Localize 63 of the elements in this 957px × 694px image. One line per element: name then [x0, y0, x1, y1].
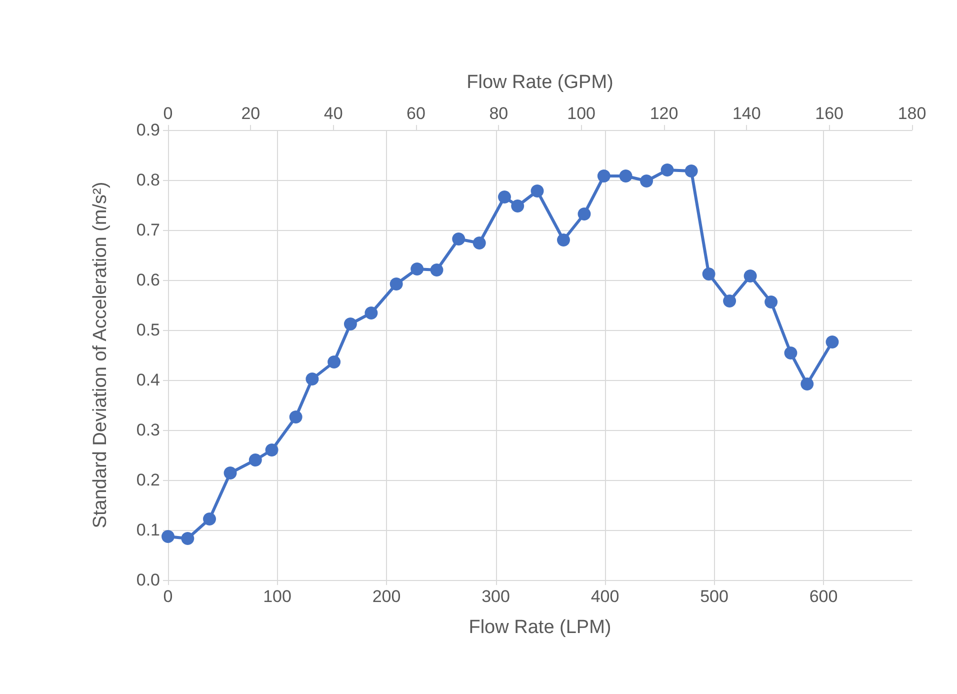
y-axis-title: Standard Deviation of Acceleration (m/s²): [90, 182, 111, 528]
x-tick-label: 100: [263, 587, 292, 606]
point: [764, 296, 778, 308]
x2-tick-label: 20: [241, 104, 260, 123]
x2-tick-label: 0: [163, 104, 173, 123]
y-tick-label: 0.6: [136, 270, 160, 290]
point: [744, 270, 757, 282]
y-tick-label: 0.8: [136, 170, 160, 190]
point: [364, 306, 378, 320]
y-tick-label: 0.4: [136, 370, 160, 390]
point: [800, 378, 814, 390]
x2-tick-label: 180: [898, 104, 926, 123]
x-tick-label: 400: [590, 587, 620, 606]
x2-tick-label: 40: [324, 104, 343, 123]
point: [328, 356, 341, 368]
point: [430, 264, 444, 276]
point: [530, 184, 544, 198]
x2-tick-label: 60: [406, 104, 426, 123]
point: [390, 278, 403, 290]
point: [826, 336, 839, 348]
point: [306, 372, 319, 386]
point: [511, 200, 524, 212]
point: [224, 466, 237, 480]
point: [452, 232, 466, 246]
point: [684, 164, 698, 178]
point: [248, 454, 262, 466]
point: [203, 512, 216, 526]
point: [498, 190, 511, 204]
point: [640, 174, 654, 188]
y-tick-label: 0.2: [136, 470, 160, 490]
point: [344, 318, 357, 330]
y-tick-label: 0.1: [136, 520, 160, 540]
point: [597, 170, 610, 182]
x-tick-label: 500: [700, 587, 728, 606]
point: [410, 262, 424, 276]
point: [578, 208, 591, 220]
x2-tick-label: 160: [815, 104, 844, 123]
y-tick-label: 0.0: [136, 570, 160, 590]
point: [660, 164, 674, 176]
x-tick-label: 0: [163, 587, 173, 606]
x-axis-title: Flow Rate (LPM): [468, 617, 612, 638]
x2-tick-label: 80: [489, 104, 508, 123]
point: [784, 346, 798, 360]
x-tick-label: 200: [372, 587, 401, 606]
x2-axis-title: Flow Rate (GPM): [466, 72, 614, 93]
y-tick-label: 0.5: [136, 320, 160, 340]
x-tick-label: 300: [482, 587, 510, 606]
point: [702, 268, 716, 280]
y-tick-label: 0.7: [136, 220, 160, 240]
x2-tick-label: 100: [567, 104, 596, 123]
point: [265, 444, 278, 456]
x-tick-label: 600: [809, 587, 838, 606]
point: [557, 234, 570, 246]
point: [289, 410, 302, 424]
point: [723, 294, 736, 308]
y-tick-label: 0.3: [136, 420, 160, 440]
x2-tick-label: 140: [732, 104, 761, 123]
point: [162, 530, 174, 543]
point: [472, 236, 486, 250]
point: [181, 532, 194, 545]
y-tick-label: 0.9: [136, 120, 160, 140]
point: [619, 170, 632, 182]
x2-tick-label: 120: [650, 104, 678, 123]
